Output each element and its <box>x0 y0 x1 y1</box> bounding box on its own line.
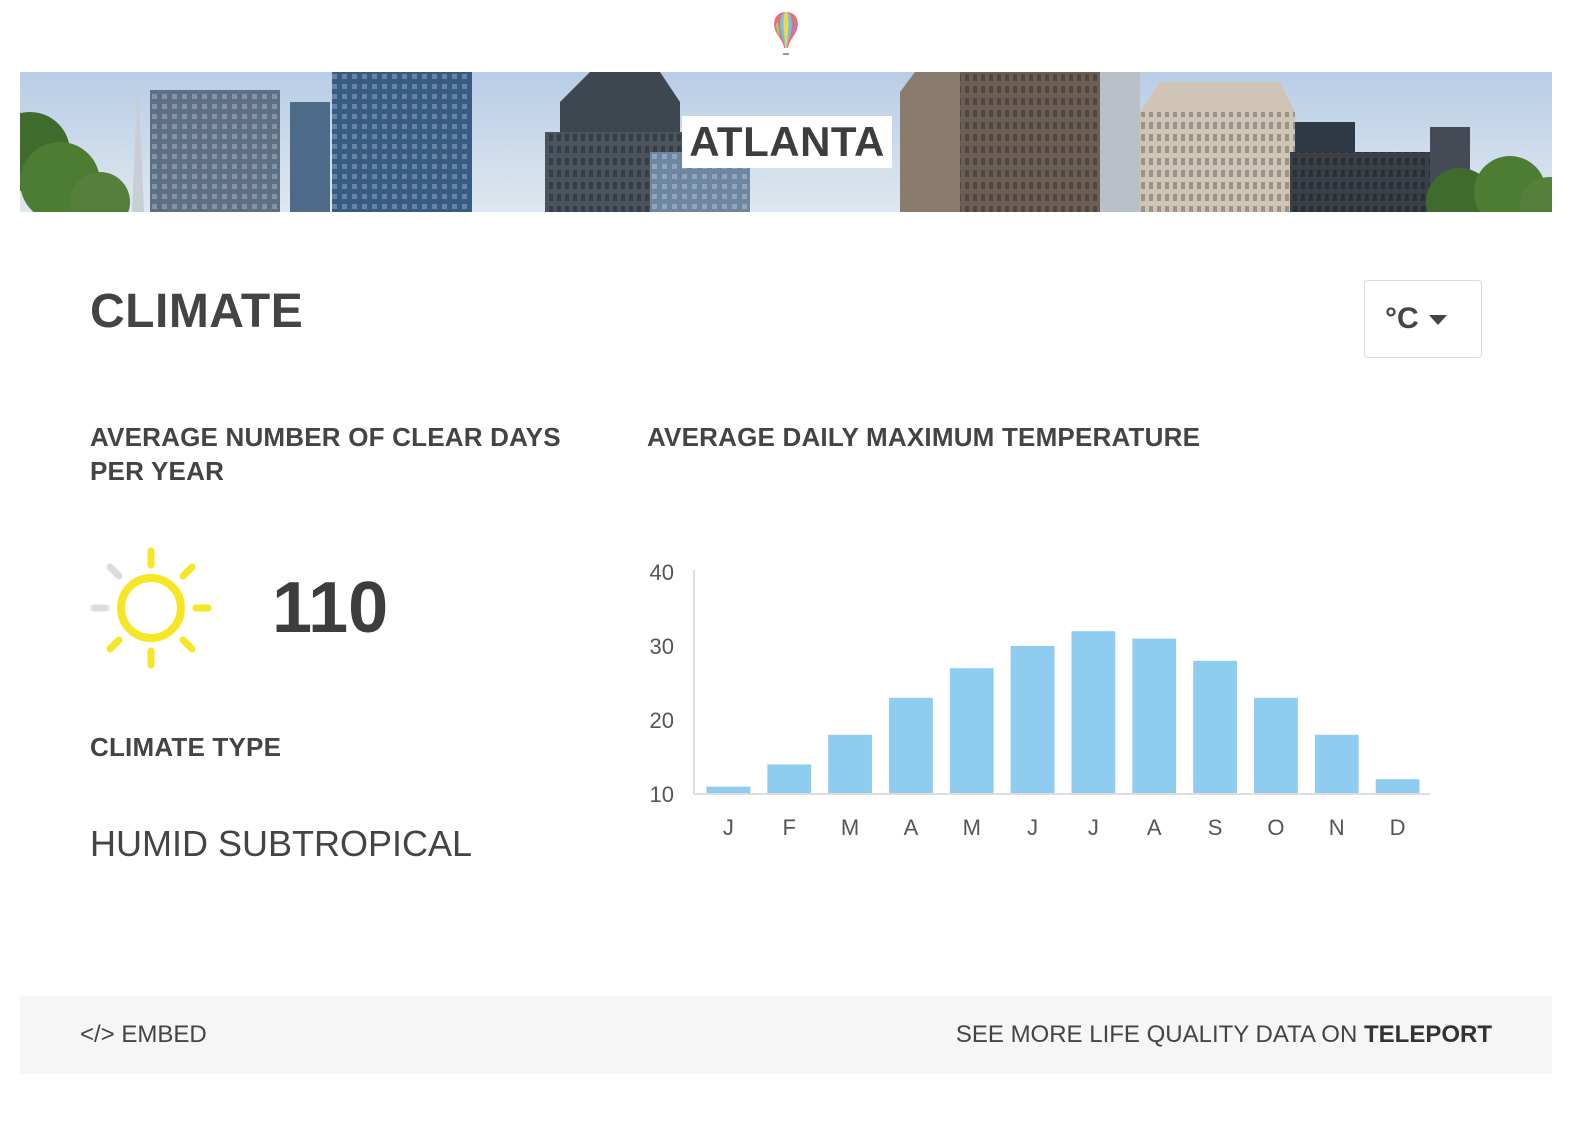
y-tick-label: 40 <box>650 560 674 585</box>
temperature-bar <box>828 734 872 793</box>
footer: </> EMBED SEE MORE LIFE QUALITY DATA ON … <box>20 996 1552 1074</box>
x-tick-label: O <box>1267 815 1284 840</box>
caret-down-icon <box>1428 315 1447 325</box>
teleport-brand: TELEPORT <box>1363 1021 1492 1048</box>
temperature-chart: 10 20 30 40 J F M A M J J A S O N D <box>650 560 1430 840</box>
unit-select-value: °C <box>1385 302 1419 335</box>
x-tick-label: A <box>904 815 919 840</box>
teleport-link[interactable]: SEE MORE LIFE QUALITY DATA ON TELEPORT <box>956 996 1492 1074</box>
x-tick-label: S <box>1208 815 1223 840</box>
y-tick-label: 10 <box>650 782 674 807</box>
clear-days-label: AVERAGE NUMBER OF CLEAR DAYS PER YEAR <box>90 422 561 486</box>
temperature-bar <box>1314 734 1359 793</box>
x-tick-label: D <box>1390 815 1406 840</box>
x-tick-label: J <box>1027 815 1038 840</box>
x-tick-label: N <box>1329 815 1345 840</box>
temperature-bar <box>1071 631 1116 793</box>
teleport-link-prefix: SEE MORE LIFE QUALITY DATA ON <box>955 1021 1358 1048</box>
y-tick-label: 20 <box>650 708 674 733</box>
temperature-bar <box>949 668 994 793</box>
temperature-bar <box>767 764 812 793</box>
temperature-bar <box>1193 660 1237 793</box>
temperature-bar <box>1254 697 1298 793</box>
x-tick-label: M <box>963 815 981 840</box>
city-name: ATLANTA <box>682 116 892 168</box>
x-tick-label: J <box>1088 815 1099 840</box>
temperature-bar <box>1010 646 1055 793</box>
clear-days-value: 110 <box>272 568 389 648</box>
sun-icon <box>90 547 212 669</box>
x-tick-label: J <box>723 815 734 840</box>
climate-type-value: HUMID SUBTROPICAL <box>90 823 473 864</box>
climate-type-label: CLIMATE TYPE <box>90 732 282 762</box>
temperature-bar <box>889 697 933 793</box>
x-tick-label: F <box>783 815 796 840</box>
x-tick-label: A <box>1147 815 1162 840</box>
temperature-bar <box>1375 779 1420 793</box>
balloon-icon <box>774 12 798 55</box>
temperature-bar <box>706 786 751 793</box>
temperature-chart-title: AVERAGE DAILY MAXIMUM TEMPERATURE <box>647 422 1201 452</box>
y-tick-label: 30 <box>650 634 674 659</box>
temperature-bar <box>1132 638 1177 793</box>
unit-select[interactable]: °C <box>1364 280 1482 358</box>
x-tick-label: M <box>841 815 859 840</box>
section-title: CLIMATE <box>90 285 304 338</box>
city-banner <box>20 72 1552 212</box>
embed-link[interactable]: </> EMBED <box>80 1021 207 1048</box>
